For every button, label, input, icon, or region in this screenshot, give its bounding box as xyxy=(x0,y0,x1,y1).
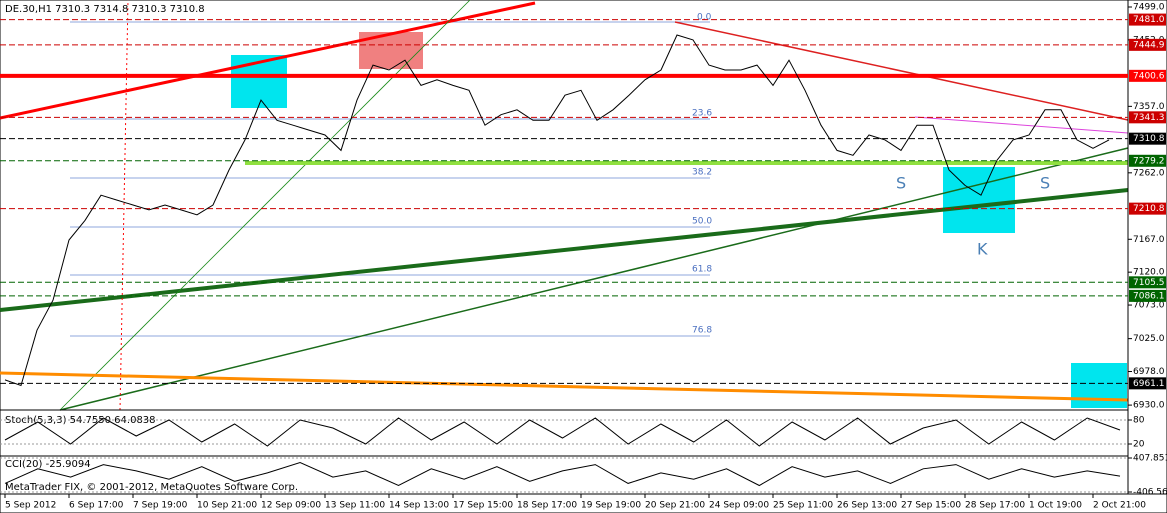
fib-label: 76.8 xyxy=(692,326,712,336)
y-tick-label: 7357.0 xyxy=(1133,102,1165,112)
level-box xyxy=(1129,132,1166,145)
annotation: S xyxy=(896,174,906,193)
price-line xyxy=(4,461,1121,487)
level-label: 7279.2 xyxy=(1133,156,1165,166)
y-tick-label: 7167.0 xyxy=(1133,235,1165,245)
fib-label: 50.0 xyxy=(692,217,712,227)
fib-label: 23.6 xyxy=(692,109,712,119)
fib-label: 0.0 xyxy=(697,13,712,23)
annotation: S xyxy=(1040,174,1050,193)
level-label: 7105.5 xyxy=(1133,278,1165,288)
header: DE.30,H1 7310.3 7314.8 7310.3 7310.8 xyxy=(5,4,205,15)
price-line xyxy=(4,417,1121,447)
level-label: 7086.1 xyxy=(1133,291,1165,301)
zone xyxy=(943,167,1015,233)
x-tick-label: 5 Sep 2012 xyxy=(5,501,56,511)
x-tick-label: 2 Oct 21:00 xyxy=(1093,501,1146,511)
y-tick-label: 6930.0 xyxy=(1133,401,1165,411)
x-tick-label: 13 Sep 11:00 xyxy=(325,501,385,511)
x-tick-label: 17 Sep 15:00 xyxy=(453,501,513,511)
y-tick-label: 7499.0 xyxy=(1133,2,1165,12)
x-tick-label: 20 Sep 21:00 xyxy=(645,501,705,511)
x-tick-label: 6 Sep 17:00 xyxy=(69,501,124,511)
y-tick-label: 7073.0 xyxy=(1133,301,1165,311)
x-tick-label: 19 Sep 19:00 xyxy=(581,501,641,511)
level-label: 7481.0 xyxy=(1133,15,1165,25)
level-box xyxy=(1129,154,1166,167)
price-line xyxy=(4,34,1110,387)
level-label: 7341.3 xyxy=(1133,113,1165,123)
level-box xyxy=(1129,377,1166,390)
level-label: 7444.9 xyxy=(1133,40,1165,50)
panel-title: CCI(20) -25.9094 xyxy=(5,459,91,470)
level-label: 7210.8 xyxy=(1133,204,1165,214)
y-tick-label: 7025.0 xyxy=(1133,334,1165,344)
x-tick-label: 27 Sep 15:00 xyxy=(901,501,961,511)
fib-label: 38.2 xyxy=(692,168,712,178)
x-tick-label: 28 Sep 17:00 xyxy=(965,501,1025,511)
x-tick-label: 25 Sep 11:00 xyxy=(773,501,833,511)
x-tick-label: 24 Sep 09:00 xyxy=(709,501,769,511)
footer: MetaTrader FIX, © 2001-2012, MetaQuotes … xyxy=(5,482,298,493)
y-tick-label: 7120.0 xyxy=(1133,268,1165,278)
fib-lines xyxy=(70,21,710,337)
x-tick-label: 26 Sep 13:00 xyxy=(837,501,897,511)
x-tick-label: 12 Sep 09:00 xyxy=(261,501,321,511)
y-tick-label: 7262.0 xyxy=(1133,168,1165,178)
x-tick-label: 1 Oct 19:00 xyxy=(1029,501,1082,511)
x-tick-label: 7 Sep 19:00 xyxy=(133,501,188,511)
level-label: 7310.8 xyxy=(1133,134,1165,144)
x-tick-label: 18 Sep 17:00 xyxy=(517,501,577,511)
trendlines xyxy=(0,0,1129,411)
level-label: 7400.6 xyxy=(1133,71,1165,81)
level-box xyxy=(1129,69,1166,82)
y-tick-label: 80 xyxy=(1133,416,1145,426)
level-box xyxy=(1129,202,1166,215)
fib-label: 61.8 xyxy=(692,265,712,275)
level-box xyxy=(1129,111,1166,124)
level-label: 6961.1 xyxy=(1133,379,1165,389)
level-box xyxy=(1129,289,1166,302)
x-tick-label: 14 Sep 13:00 xyxy=(389,501,449,511)
x-tick-label: 10 Sep 21:00 xyxy=(197,501,257,511)
level-box xyxy=(1129,276,1166,289)
level-box xyxy=(1129,38,1166,51)
y-tick-label: -406.563 xyxy=(1133,488,1167,498)
y-tick-label: 20 xyxy=(1133,440,1145,450)
level-box xyxy=(1129,13,1166,26)
panel-borders xyxy=(0,0,1167,495)
annotation: K xyxy=(977,240,988,259)
y-tick-label: 407.851 xyxy=(1133,454,1167,464)
y-tick-label: 6978.0 xyxy=(1133,367,1165,377)
